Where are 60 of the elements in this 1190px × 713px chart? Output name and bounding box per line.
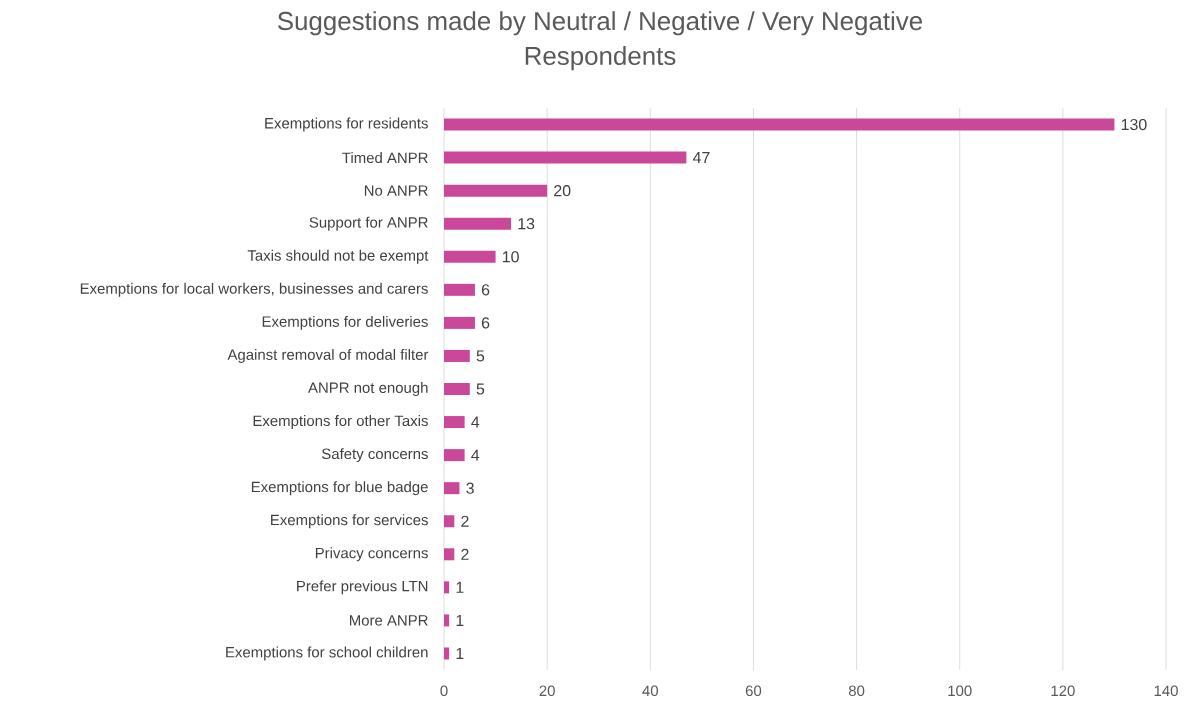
- bar: [444, 118, 1115, 131]
- bar: [444, 349, 470, 362]
- data-label: 4: [471, 416, 480, 428]
- y-tick-label: Exemptions for local workers, businesses and carers: [80, 282, 428, 297]
- data-label: 130: [1121, 118, 1147, 131]
- data-label: 13: [518, 218, 535, 230]
- x-tick-label: 20: [539, 685, 555, 697]
- bar: [444, 283, 475, 296]
- data-label: 10: [502, 251, 519, 263]
- data-label: 20: [554, 185, 571, 197]
- y-tick-label: Support for ANPR: [309, 216, 428, 231]
- y-tick-label: ANPR not enough: [308, 382, 428, 396]
- y-tick-label: Prefer previous LTN: [297, 580, 428, 595]
- bar: [444, 151, 687, 164]
- x-tick-label: 40: [642, 685, 659, 697]
- data-label: 47: [692, 152, 710, 164]
- y-tick-label: Taxis should not be exempt: [247, 249, 429, 264]
- y-tick-label: Exemptions for deliveries: [262, 315, 428, 330]
- y-tick-label: Exemptions for school children: [226, 646, 428, 661]
- y-tick-label: Privacy concerns: [315, 547, 428, 562]
- x-tick-label: 140: [1154, 685, 1178, 697]
- bar: [444, 316, 475, 329]
- y-tick-label: Exemptions for residents: [265, 117, 428, 132]
- y-tick-label: Exemptions for blue badge: [251, 481, 428, 496]
- data-label: 2: [461, 548, 469, 560]
- data-label: 6: [481, 317, 490, 329]
- data-label: 5: [476, 350, 485, 362]
- x-tick-label: 60: [745, 685, 762, 697]
- x-tick-label: 100: [948, 685, 972, 697]
- bar: [444, 383, 470, 395]
- data-label: 3: [466, 482, 474, 494]
- bar: [444, 614, 450, 627]
- y-tick-label: Safety concerns: [322, 448, 428, 463]
- y-tick-label: More ANPR: [349, 615, 428, 626]
- bar: [444, 581, 450, 594]
- x-tick-label: 80: [848, 685, 865, 697]
- data-label: 1: [456, 614, 464, 626]
- data-label: 1: [456, 647, 464, 659]
- data-label: 6: [481, 284, 490, 296]
- bar: [444, 250, 496, 263]
- bar: [444, 416, 465, 429]
- data-label: 1: [456, 581, 464, 593]
- bar: [444, 647, 450, 660]
- bar: [444, 184, 548, 197]
- y-tick-label: Exemptions for other Taxis: [253, 415, 428, 430]
- y-tick-label: Against removal of modal filter: [227, 348, 429, 363]
- y-tick-label: Timed ANPR: [342, 152, 428, 164]
- y-tick-label: No ANPR: [364, 185, 428, 196]
- bar: [444, 217, 512, 230]
- x-tick-label: 120: [1051, 685, 1075, 697]
- bar: [444, 548, 455, 561]
- bar: [444, 482, 460, 495]
- chart-title: Suggestions made by Neutral / Negative / Very Negative Respondents: [277, 11, 922, 71]
- data-label: 2: [461, 515, 469, 527]
- x-tick-label: 0: [440, 685, 448, 697]
- data-label: 4: [471, 449, 480, 461]
- bar: [444, 449, 465, 462]
- data-label: 5: [476, 383, 485, 395]
- bar: [444, 515, 455, 528]
- y-tick-label: Exemptions for services: [271, 514, 428, 529]
